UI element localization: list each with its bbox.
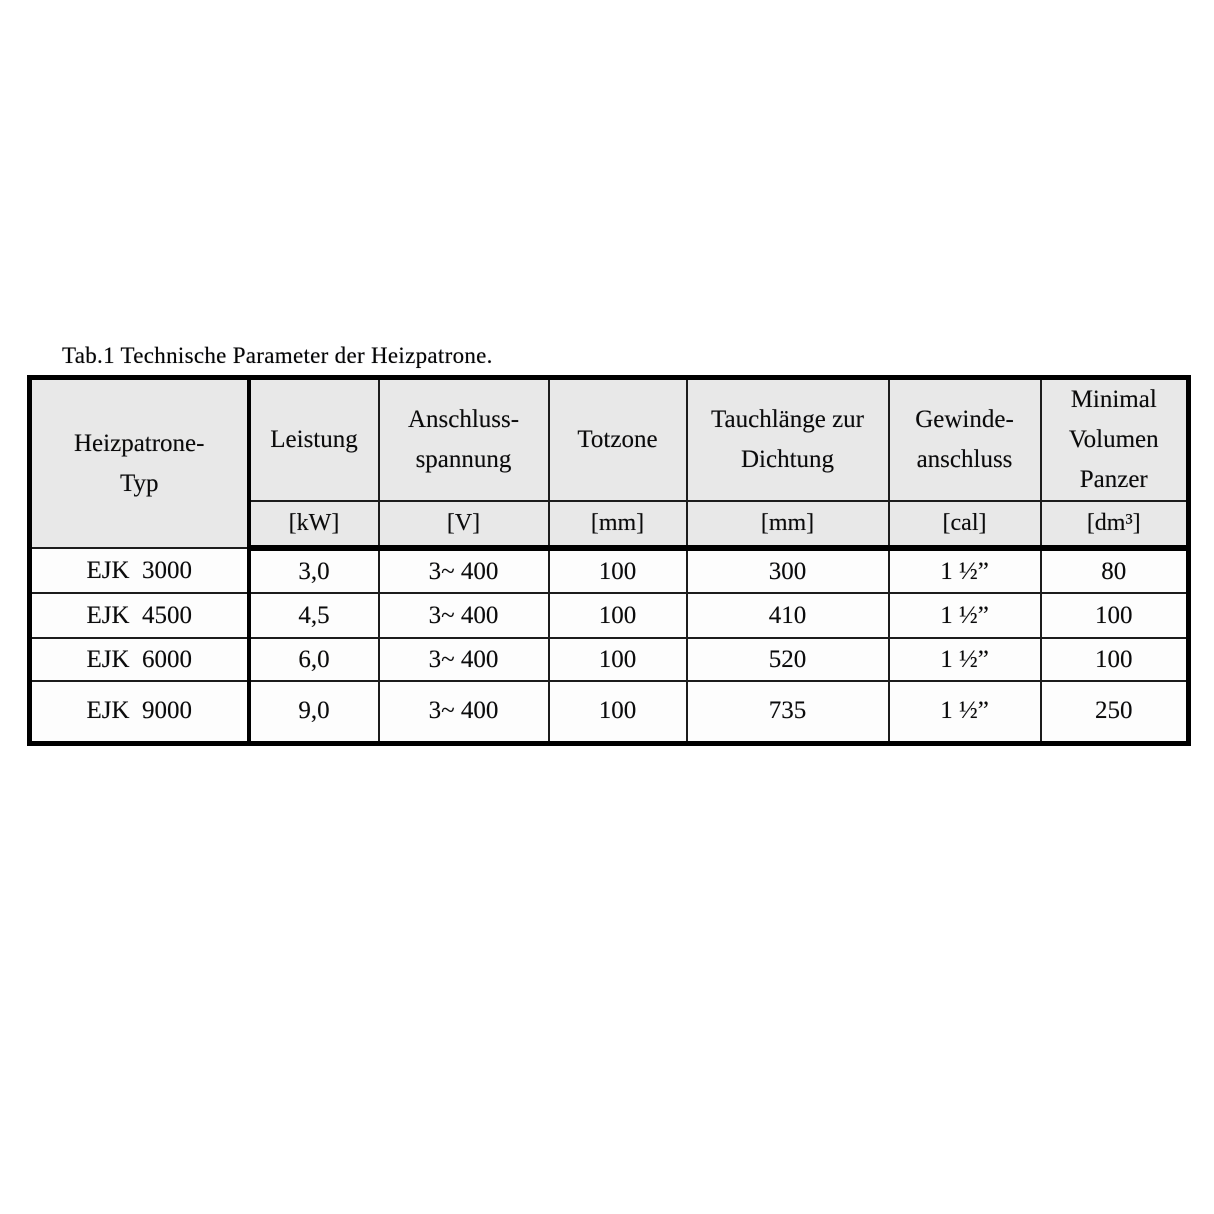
table-cell: 1 ½”	[887, 547, 1042, 594]
row-label: EJK 6000	[28, 637, 251, 682]
table-cell: 3,0	[247, 547, 380, 594]
table-cell: 6,0	[247, 637, 380, 682]
table-cell: 80	[1039, 547, 1190, 594]
table-row: EJK 6000 6,0 3~ 400 100 520 1 ½” 100	[28, 637, 1190, 682]
parameters-table: Heizpatrone- Typ Leistung Anschluss- spa…	[27, 375, 1191, 746]
table-cell: 410	[685, 592, 890, 639]
row-label: EJK 9000	[28, 680, 251, 744]
unit-header-tauchlaenge-zur-dichtung: [mm]	[685, 500, 890, 551]
table-cell: 3~ 400	[377, 637, 550, 682]
unit-header-anschlussspannung: [V]	[377, 500, 550, 551]
table-cell: 735	[685, 680, 890, 744]
column-header-anschlussspannung: Anschluss- spannung	[377, 376, 550, 502]
row-label: EJK 3000	[28, 547, 251, 594]
table-cell: 100	[547, 637, 688, 682]
table-cell: 3~ 400	[377, 592, 550, 639]
column-header-totzone: Totzone	[547, 376, 688, 502]
column-header-tauchlaenge-zur-dichtung: Tauchlänge zur Dichtung	[685, 376, 890, 502]
table-cell: 1 ½”	[887, 592, 1042, 639]
table-row: EJK 9000 9,0 3~ 400 100 735 1 ½” 250	[28, 680, 1190, 744]
table-cell: 100	[1039, 592, 1190, 639]
table-cell: 3~ 400	[377, 680, 550, 744]
table-cell: 4,5	[247, 592, 380, 639]
column-header-minimal-volumen-panzer: Minimal Volumen Panzer	[1039, 376, 1190, 502]
table-cell: 3~ 400	[377, 547, 550, 594]
table-row: EJK 4500 4,5 3~ 400 100 410 1 ½” 100	[28, 592, 1190, 639]
table-cell: 250	[1039, 680, 1190, 744]
unit-header-minimal-volumen-panzer: [dm³]	[1039, 500, 1190, 551]
table-cell: 100	[547, 680, 688, 744]
unit-header-totzone: [mm]	[547, 500, 688, 551]
column-header-gewindeanschluss: Gewinde- anschluss	[887, 376, 1042, 502]
unit-header-leistung: [kW]	[247, 500, 380, 551]
column-header-heizpatrone-typ: Heizpatrone- Typ	[28, 376, 251, 549]
table-cell: 300	[685, 547, 890, 594]
table-cell: 100	[547, 547, 688, 594]
table-cell: 520	[685, 637, 890, 682]
column-header-leistung: Leistung	[247, 376, 380, 502]
table-cell: 1 ½”	[887, 680, 1042, 744]
table-caption: Tab.1 Technische Parameter der Heizpatro…	[62, 343, 493, 368]
row-label: EJK 4500	[28, 592, 251, 639]
table-row: EJK 3000 3,0 3~ 400 100 300 1 ½” 80	[28, 547, 1190, 594]
table-cell: 1 ½”	[887, 637, 1042, 682]
table-cell: 100	[547, 592, 688, 639]
unit-header-gewindeanschluss: [cal]	[887, 500, 1042, 551]
table-cell: 9,0	[247, 680, 380, 744]
table-cell: 100	[1039, 637, 1190, 682]
